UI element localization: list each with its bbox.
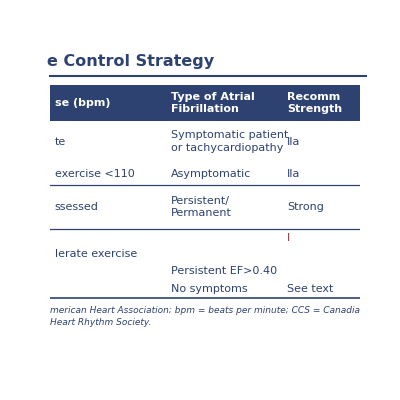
Text: merican Heart Association; bpm = beats per minute; CCS = Canadia
Heart Rhythm So: merican Heart Association; bpm = beats p…: [50, 306, 360, 327]
Text: I: I: [287, 233, 290, 243]
Text: IIa: IIa: [287, 136, 300, 146]
Text: Asymptomatic: Asymptomatic: [171, 168, 251, 178]
Text: te: te: [55, 136, 66, 146]
Text: Strong: Strong: [287, 202, 324, 212]
Text: No symptoms: No symptoms: [171, 284, 248, 294]
Text: Type of Atrial
Fibrillation: Type of Atrial Fibrillation: [171, 92, 255, 114]
Text: Symptomatic patient
or tachycardiopathy: Symptomatic patient or tachycardiopathy: [171, 130, 288, 153]
Text: lerate exercise: lerate exercise: [55, 249, 137, 259]
Text: See text: See text: [287, 284, 334, 294]
Text: IIa: IIa: [287, 168, 300, 178]
Text: Persistent/
Permanent: Persistent/ Permanent: [171, 196, 232, 218]
FancyBboxPatch shape: [50, 85, 360, 121]
Text: Recomm
Strength: Recomm Strength: [287, 92, 342, 114]
Text: e Control Strategy: e Control Strategy: [47, 54, 214, 69]
Text: Persistent EF>0.40: Persistent EF>0.40: [171, 266, 277, 276]
Text: exercise <110: exercise <110: [55, 168, 134, 178]
Text: ssessed: ssessed: [55, 202, 98, 212]
Text: se (bpm): se (bpm): [55, 98, 110, 108]
